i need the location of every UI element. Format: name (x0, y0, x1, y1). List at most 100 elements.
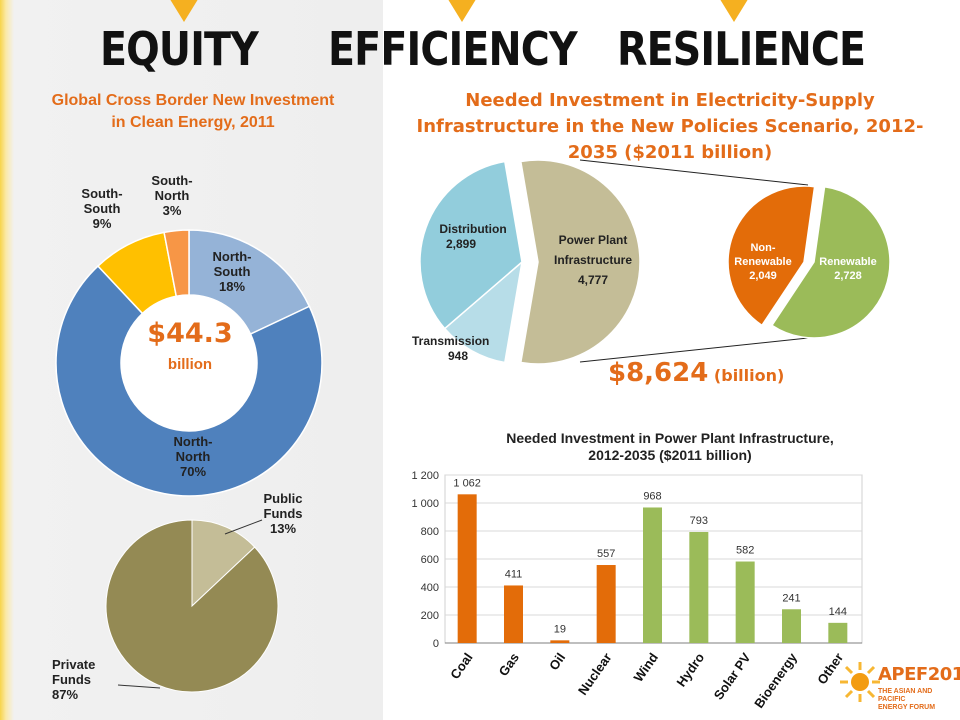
bar-coal (457, 494, 477, 643)
bar-value-label-oil: 19 (554, 623, 566, 635)
label-north-north-l3: 70% (179, 464, 207, 479)
bar-category-label-nuclear: Nuclear (575, 650, 615, 698)
apef-logo: APEF2013 THE ASIAN AND PACIFIC ENERGY FO… (838, 648, 960, 714)
resilience-arrow-icon (718, 0, 750, 22)
label-north-south-l3: 18% (218, 279, 246, 294)
bar-value-label-hydro: 793 (690, 515, 708, 527)
header-efficiency: EFFICIENCY (328, 22, 578, 76)
bar-chart-title-l2: 2012-2035 ($2011 billion) (588, 447, 752, 463)
bar-value-label-nuclear: 557 (597, 548, 615, 560)
donut-hole (121, 295, 257, 431)
label-non-renewable: Non- Renewable 2,049 (728, 241, 798, 283)
bar-ytick-label: 0 (433, 638, 439, 650)
label-power-plant-l1: Power Plant (558, 233, 628, 247)
label-south-south-l3: 9% (92, 216, 112, 231)
bar-value-label-wind: 968 (643, 490, 661, 502)
equity-arrow-icon (168, 0, 200, 22)
bar-ytick-label: 400 (421, 582, 439, 594)
label-south-north-l3: 3% (162, 203, 182, 218)
donut-center-unit: billion (167, 356, 213, 373)
donut-center-value: $44.3 (147, 318, 233, 349)
bar-category-label-hydro: Hydro (673, 650, 707, 689)
label-south-north-l1: South- (151, 173, 193, 188)
bar-nuclear (596, 565, 616, 643)
label-power-plant-l3: 4,777 (577, 273, 609, 287)
bar-value-label-solar-pv: 582 (736, 545, 754, 557)
bar-gas (504, 585, 523, 643)
supply-chart-title: Needed Investment in Electricity-Supply … (416, 90, 924, 163)
bar-ytick-label: 1 000 (411, 498, 439, 510)
bar-chart-title: Needed Investment in Power Plant Infrast… (460, 430, 880, 464)
label-public-funds: Public Funds 13% (248, 491, 318, 536)
apef-logo-subtitle-l1: THE ASIAN AND PACIFIC (878, 688, 933, 703)
apef-logo-subtitle-l2: ENERGY FORUM (878, 704, 936, 711)
label-power-plant: Power Plant Infrastructure 4,777 (538, 230, 648, 290)
bar-value-label-coal: 1 062 (453, 477, 481, 489)
label-north-south-l2: South (213, 264, 251, 279)
bar-category-label-solar-pv: Solar PV (711, 650, 754, 703)
bar-ytick-label: 600 (421, 554, 439, 566)
apef-logo-text: APEF2013 (878, 664, 960, 685)
label-private-funds: Private Funds 87% (52, 657, 122, 702)
bar-category-label-coal: Coal (447, 650, 475, 682)
supply-total-unit: (billion) (713, 366, 785, 385)
donut-chart-title: Global Cross Border New Investment in Cl… (51, 92, 335, 131)
label-transmission-l1: Transmission (412, 334, 490, 348)
supply-slice-distribution (419, 160, 523, 330)
bar-category-label-bioenergy: Bioenergy (751, 649, 800, 710)
label-non-renewable-l1: Non- (750, 242, 776, 254)
breakdown-connector-top (579, 159, 809, 186)
supply-total: $8,624 (billion) (608, 358, 784, 388)
bar-category-label-gas: Gas (496, 650, 522, 679)
bar-oil (550, 640, 570, 643)
label-north-north: North- North 70% (163, 434, 223, 479)
supply-slice-power-plant-infrastructure (519, 159, 641, 365)
label-public-funds-l1: Public (263, 491, 303, 506)
header-equity: EQUITY (100, 22, 259, 76)
bar-chart-title-l1: Needed Investment in Power Plant Infrast… (506, 430, 834, 446)
label-private-funds-l2: Funds (52, 672, 91, 687)
label-power-plant-l2: Infrastructure (553, 253, 633, 267)
label-distribution: Distribution 2,899 (428, 222, 518, 252)
bar-other (828, 622, 848, 643)
label-public-funds-l2: Funds (263, 506, 303, 521)
clean-energy-donut-chart (55, 229, 323, 693)
apef-logo-subtitle: THE ASIAN AND PACIFIC ENERGY FORUM (878, 688, 958, 712)
bar-ytick-label: 200 (421, 610, 439, 622)
bar-bioenergy (782, 609, 801, 643)
label-south-south-l1: South- (81, 186, 123, 201)
label-south-south: South- South 9% (72, 186, 132, 231)
label-south-north-l2: North (154, 188, 190, 203)
bar-solar-pv (735, 561, 755, 643)
breakdown-slice-renewable (770, 185, 891, 339)
label-public-funds-l3: 13% (269, 521, 297, 536)
bar-wind (643, 507, 662, 643)
label-north-south: North- South 18% (202, 249, 262, 294)
bar-value-label-gas: 411 (505, 568, 523, 580)
label-renewable-l2: 2,728 (834, 270, 862, 282)
label-south-south-l2: South (83, 201, 121, 216)
private-funds-leader-line (117, 684, 161, 689)
funds-slice-private-funds (105, 519, 279, 693)
label-private-funds-l1: Private (52, 657, 96, 672)
label-renewable-l1: Renewable (819, 256, 877, 268)
label-non-renewable-l2: Renewable (734, 256, 792, 268)
label-north-north-l1: North- (173, 434, 213, 449)
label-private-funds-l3: 87% (52, 687, 79, 702)
label-transmission: Transmission 948 (412, 334, 512, 364)
apef-sun-icon (840, 662, 880, 702)
label-distribution-l1: Distribution (439, 222, 507, 236)
bar-ytick-label: 1 200 (411, 470, 439, 482)
label-transmission-l2: 948 (448, 349, 469, 363)
bar-hydro (689, 531, 709, 643)
bar-value-label-bioenergy: 241 (782, 592, 800, 604)
funds-slice-public-funds (191, 519, 256, 608)
label-north-north-l2: North (175, 449, 211, 464)
breakdown-connector-bottom (579, 337, 809, 363)
public-funds-leader-line (224, 519, 263, 535)
label-north-south-l1: North- (212, 249, 252, 264)
label-distribution-l2: 2,899 (446, 237, 477, 251)
efficiency-arrow-icon (446, 0, 478, 22)
